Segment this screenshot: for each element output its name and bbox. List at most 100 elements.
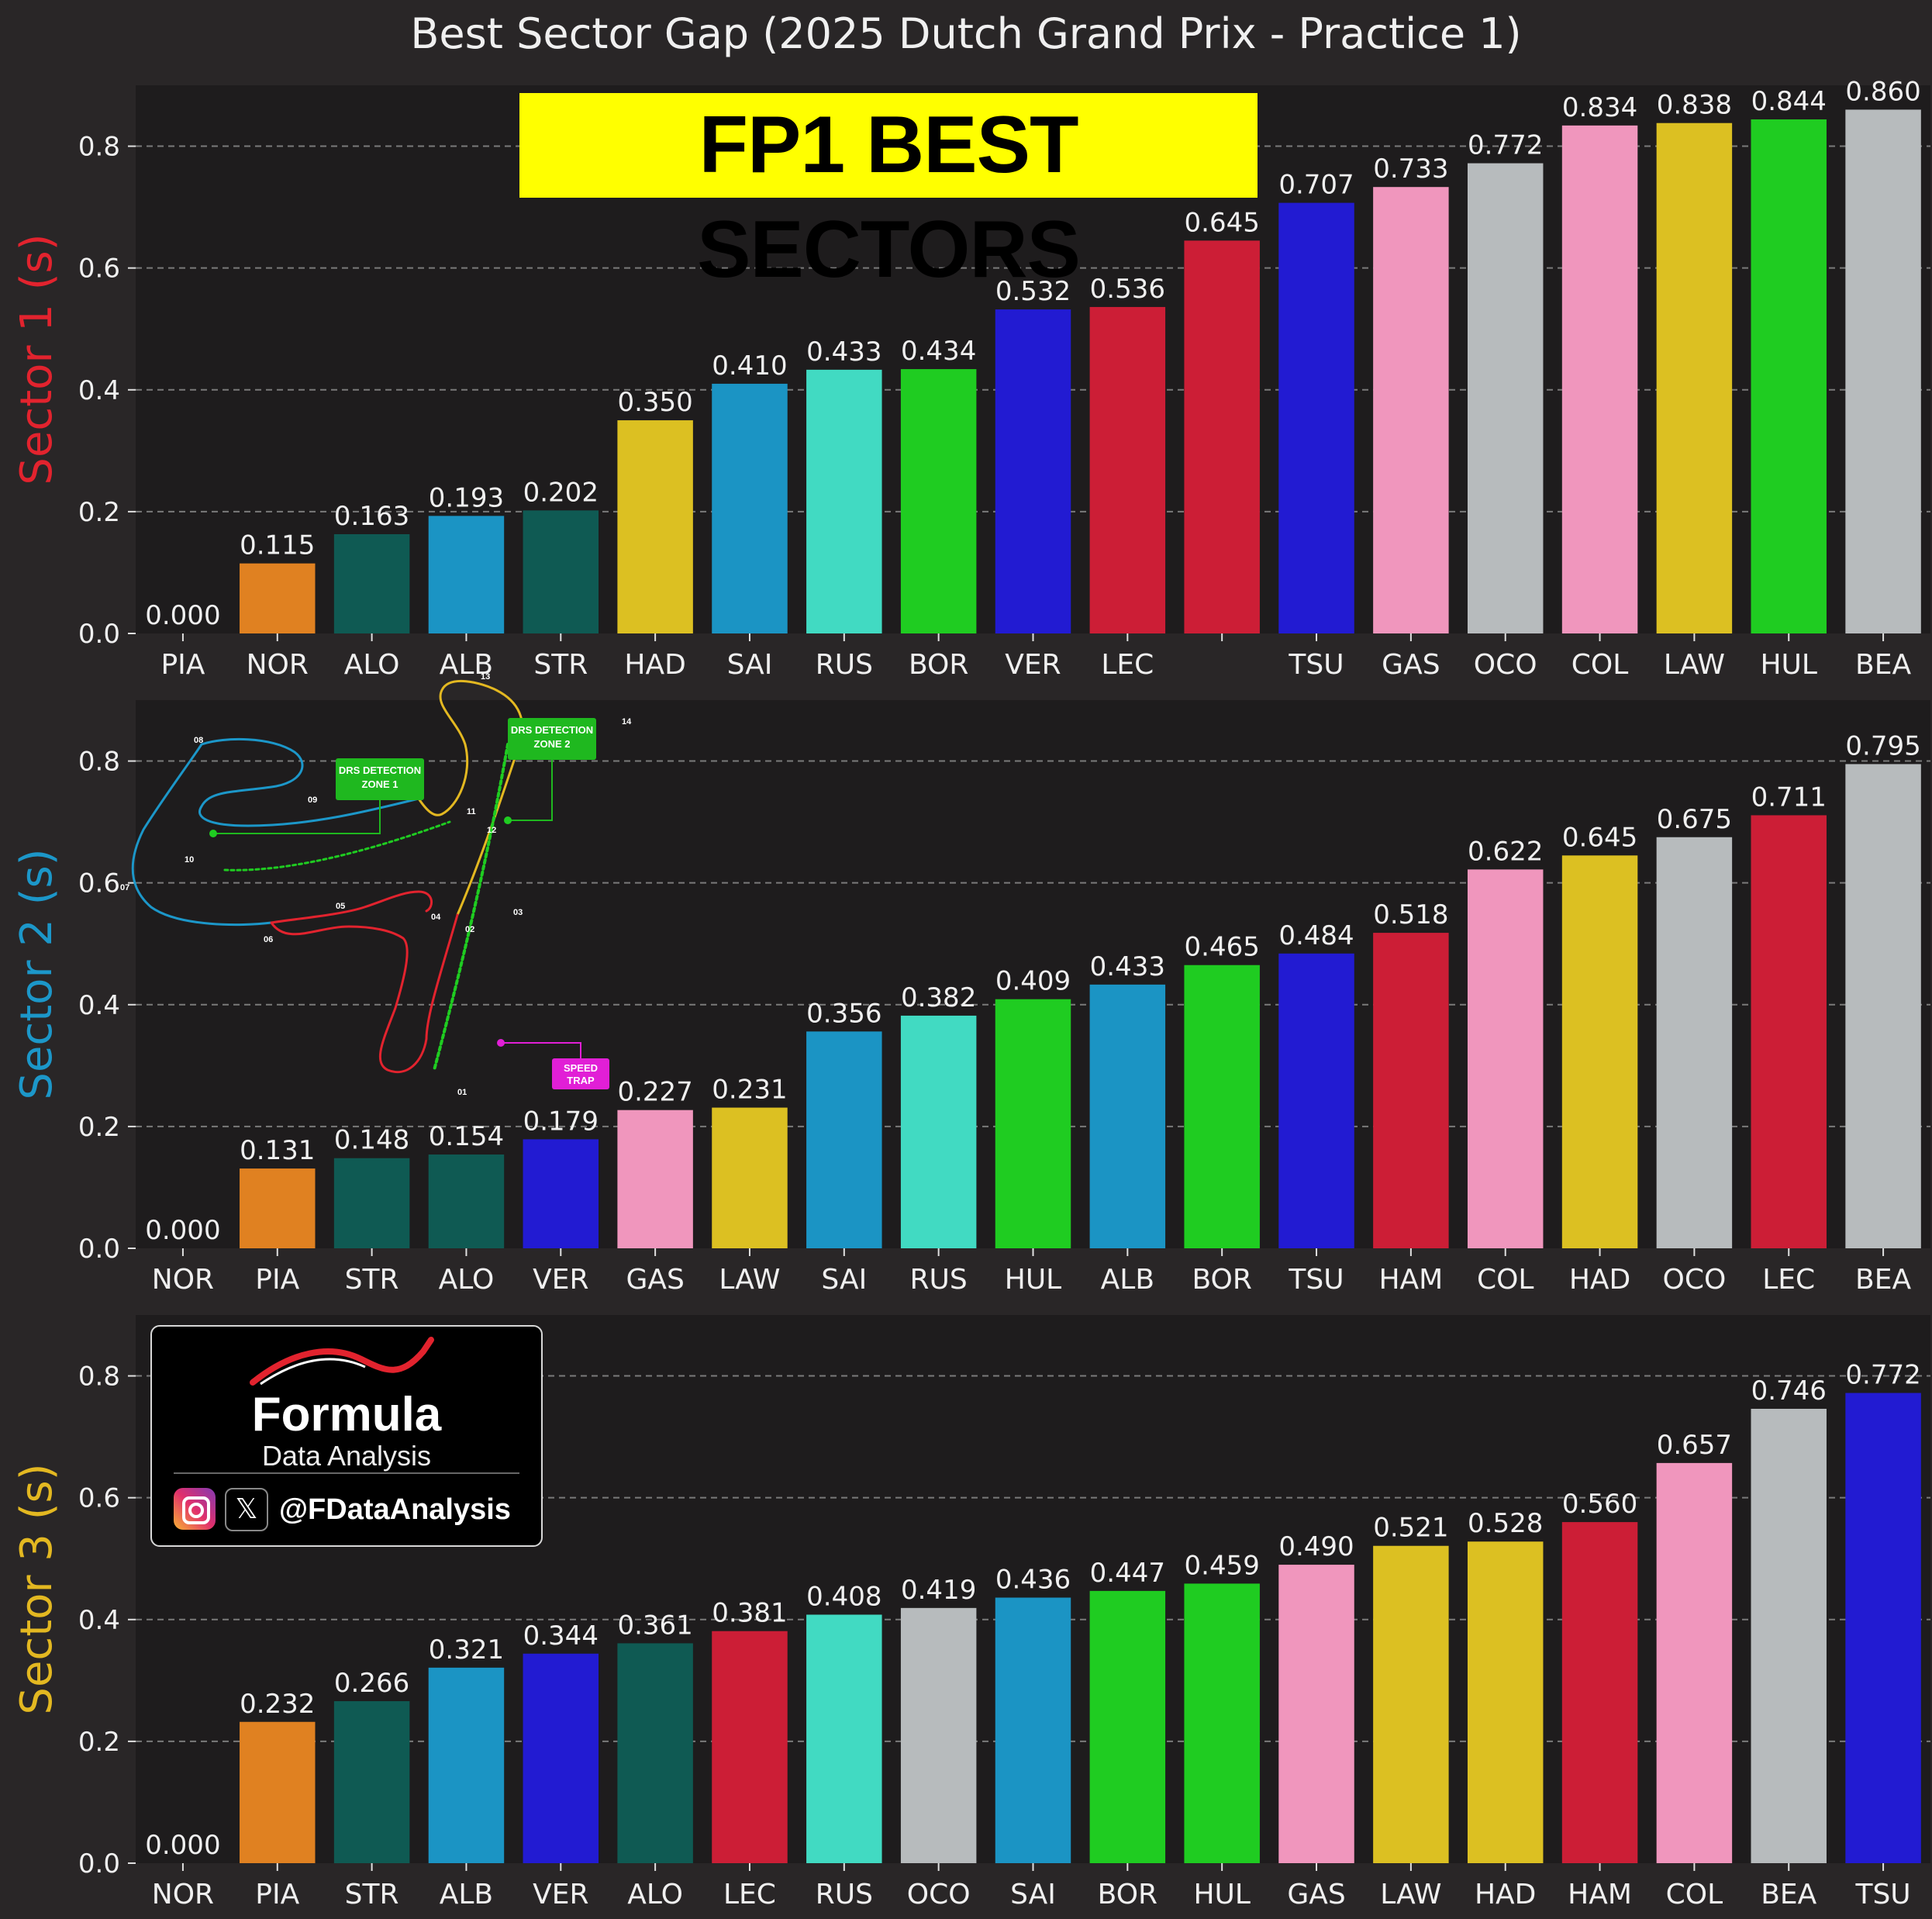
bar-had [617, 420, 693, 633]
data-label: 0.409 [995, 966, 1071, 997]
data-label: 0.227 [617, 1077, 692, 1108]
x-tick-label: HUL [1005, 1264, 1061, 1296]
data-label: 0.381 [712, 1598, 787, 1629]
x-tick-label: STR [533, 649, 588, 681]
bar-pia [240, 1721, 316, 1863]
drs-zone-2: DRS DETECTION ZONE 2 [504, 718, 596, 824]
y-tick-label: 0.8 [78, 747, 120, 778]
bar-law [712, 1107, 788, 1248]
data-label: 0.344 [523, 1620, 599, 1652]
svg-text:14: 14 [622, 717, 632, 727]
bar-bea [1751, 1408, 1827, 1863]
x-tick-label: PIA [255, 1264, 299, 1296]
svg-text:TRAP: TRAP [567, 1075, 595, 1086]
data-label: 0.645 [1562, 822, 1637, 853]
bar-str [333, 1701, 410, 1863]
y-tick-label: 0.4 [78, 375, 120, 406]
x-tick-label: TSU [1288, 649, 1344, 681]
svg-text:04: 04 [431, 913, 441, 922]
data-label: 0.645 [1185, 207, 1260, 238]
bar-str [333, 1158, 410, 1248]
data-label: 0.844 [1751, 86, 1827, 117]
y-axis-label: Sector 2 (s) [12, 848, 62, 1099]
speed-trap: SPEED TRAP [497, 1039, 609, 1089]
bar-alo [428, 1155, 505, 1248]
x-tick-label: LAW [1664, 649, 1725, 681]
data-label: 0.266 [334, 1668, 409, 1699]
data-label: 0.433 [806, 337, 881, 368]
x-tick-label: ALO [344, 649, 400, 681]
x-tick-label: NOR [152, 1879, 214, 1910]
svg-text:ZONE 2: ZONE 2 [534, 738, 571, 750]
data-label: 0.163 [334, 501, 409, 532]
bar-rus [806, 1614, 882, 1863]
bar-had [1467, 1541, 1544, 1863]
x-tick-label: PIA [160, 649, 205, 681]
logo-wordmark: Formula [251, 1388, 442, 1441]
svg-text:02: 02 [465, 925, 474, 934]
bar-rus [900, 1015, 977, 1248]
x-tick-label: RUS [910, 1264, 968, 1296]
data-label: 0.675 [1657, 804, 1732, 835]
data-label: 0.447 [1090, 1558, 1165, 1589]
x-tick-label: PIA [255, 1879, 299, 1910]
track-map: DRS DETECTION ZONE 1 DRS DETECTION ZONE … [120, 672, 632, 1097]
data-label: 0.321 [429, 1634, 504, 1665]
data-label: 0.772 [1468, 130, 1543, 161]
x-tick-label: BEA [1761, 1879, 1816, 1910]
svg-text:06: 06 [264, 935, 273, 944]
x-tick-label: VER [533, 1264, 588, 1296]
svg-text:DRS DETECTION: DRS DETECTION [511, 724, 593, 736]
x-tick-label: SAI [1010, 1879, 1056, 1910]
x-tick-label: COL [1666, 1879, 1723, 1910]
x-tick-label: VER [1005, 649, 1061, 681]
bar-bea [1845, 764, 1921, 1248]
x-tick-label: LEC [1101, 649, 1154, 681]
logo-subtitle: Data Analysis [261, 1440, 432, 1472]
logo-swoosh [250, 1337, 434, 1386]
bar-law [1656, 123, 1733, 633]
x-tick-label: OCO [1662, 1264, 1726, 1296]
bar-alb [428, 1667, 505, 1863]
data-label: 0.532 [995, 276, 1071, 307]
y-tick-label: 0.6 [78, 254, 120, 285]
x-tick-label: HUL [1760, 649, 1816, 681]
x-tick-label: VER [533, 1879, 588, 1910]
bar-gas [1373, 187, 1449, 634]
bar-ham [1184, 240, 1260, 633]
data-label: 0.361 [617, 1610, 692, 1641]
data-label: 0.622 [1468, 836, 1543, 867]
bar-oco [900, 1607, 977, 1863]
data-label: 0.518 [1373, 899, 1448, 930]
data-label: 0.733 [1373, 154, 1448, 185]
y-tick-label: 0.8 [78, 132, 120, 163]
data-label: 0.536 [1090, 274, 1165, 305]
data-label: 0.434 [901, 336, 976, 367]
svg-text:03: 03 [513, 908, 523, 917]
logo-divider [174, 1472, 519, 1474]
x-tick-label: ALB [440, 1879, 493, 1910]
x-tick-label: STR [345, 1264, 399, 1296]
x-tick-label: HAD [1475, 1879, 1536, 1910]
bar-sai [995, 1597, 1071, 1863]
bar-col [1656, 1462, 1733, 1863]
corner-labels: 01 02 03 04 05 06 07 08 09 10 11 12 13 14 [120, 672, 632, 1097]
x-tick-label: HAM [1568, 1879, 1632, 1910]
x-tick-label: HUL [1193, 1879, 1250, 1910]
y-tick-label: 0.6 [78, 1483, 120, 1514]
svg-text:01: 01 [457, 1088, 467, 1097]
data-label: 0.746 [1751, 1375, 1827, 1406]
bar-bea [1845, 109, 1921, 633]
data-label: 0.834 [1562, 92, 1637, 123]
bar-bor [1184, 965, 1260, 1248]
brand-logo-card: Formula Data Analysis 𝕏 @FDataAnalysis [150, 1325, 543, 1547]
y-tick-label: 0.6 [78, 868, 120, 899]
data-label: 0.000 [145, 600, 220, 631]
data-label: 0.179 [523, 1106, 599, 1137]
bar-nor [240, 563, 316, 633]
data-label: 0.419 [901, 1575, 976, 1606]
svg-text:07: 07 [120, 883, 129, 892]
bar-hul [1184, 1583, 1260, 1863]
x-tick-label: ALO [627, 1879, 683, 1910]
data-label: 0.410 [712, 350, 787, 381]
